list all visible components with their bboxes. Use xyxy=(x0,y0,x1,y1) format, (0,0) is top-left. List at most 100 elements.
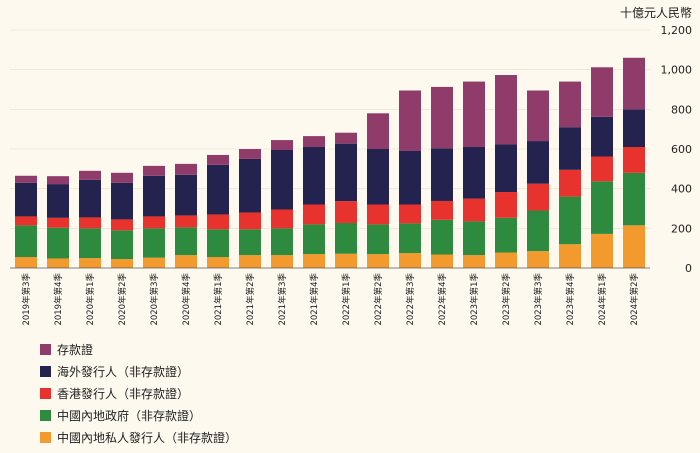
bar-segment-series-3 xyxy=(431,148,453,201)
bar-segment-series-3 xyxy=(591,116,613,157)
bar-segment-series-0 xyxy=(463,255,485,268)
bar-segment-series-4 xyxy=(143,165,165,176)
bar-segment-series-3 xyxy=(527,141,549,184)
bar-segment-series-2 xyxy=(111,219,133,231)
bar-segment-series-0 xyxy=(527,251,549,268)
bar-segment-series-2 xyxy=(591,156,613,182)
bar-segment-series-0 xyxy=(367,254,389,268)
bar-segment-series-3 xyxy=(463,147,485,199)
bar-segment-series-1 xyxy=(367,224,389,255)
bar-segment-series-0 xyxy=(143,257,165,268)
x-tick-label: 2021年第2季 xyxy=(245,273,256,326)
bar-stack xyxy=(175,163,197,268)
bar-segment-series-0 xyxy=(15,257,37,268)
bar-segment-series-1 xyxy=(271,228,293,256)
x-tick-label: 2021年第3季 xyxy=(277,273,288,326)
bar-segment-series-0 xyxy=(47,258,69,268)
x-tick-label: 2020年第4季 xyxy=(181,273,192,326)
bar-segment-series-3 xyxy=(335,143,357,202)
bar-segment-series-3 xyxy=(143,175,165,217)
x-tick-label: 2023年第2季 xyxy=(501,273,512,326)
bar-segment-series-2 xyxy=(271,209,293,229)
legend: 存款證 海外發行人（非存款證） 香港發行人（非存款證） 中國內地政府（非存款證） 中國內… xyxy=(40,338,237,448)
bar-segment-series-0 xyxy=(207,257,229,268)
x-tick-label: 2019年第4季 xyxy=(53,273,64,326)
gridlines xyxy=(10,29,650,229)
x-tick-label: 2023年第1季 xyxy=(469,273,480,326)
bar-segment-series-2 xyxy=(367,204,389,225)
unit-label: 十億元人民幣 xyxy=(620,6,692,20)
x-tick-label: 2024年第2季 xyxy=(629,273,640,326)
legend-item: 香港發行人（非存款證） xyxy=(40,382,237,404)
bar-segment-series-3 xyxy=(559,127,581,170)
bar-segment-series-0 xyxy=(335,253,357,268)
legend-item: 中國內地私人發行人（非存款證） xyxy=(40,426,237,448)
x-tick-label: 2020年第3季 xyxy=(149,273,160,326)
legend-label: 海外發行人（非存款證） xyxy=(57,364,190,379)
bar-stack xyxy=(591,67,613,268)
x-tick-label: 2022年第3季 xyxy=(405,273,416,326)
bar-segment-series-4 xyxy=(15,175,37,183)
bar-segment-series-3 xyxy=(15,182,37,217)
bar-segment-series-4 xyxy=(207,154,229,165)
bar-segment-series-3 xyxy=(399,150,421,205)
bar-segment-series-4 xyxy=(79,170,101,180)
bar-segment-series-3 xyxy=(623,109,645,148)
bar-segment-series-0 xyxy=(431,254,453,268)
bar-segment-series-1 xyxy=(591,181,613,234)
bar-segment-series-1 xyxy=(239,229,261,256)
bar-stack xyxy=(623,57,645,268)
bar-segment-series-4 xyxy=(463,81,485,148)
bar-stack xyxy=(271,140,293,268)
bar-segment-series-2 xyxy=(431,200,453,220)
bar-segment-series-4 xyxy=(591,67,613,117)
bar-segment-series-4 xyxy=(559,81,581,128)
bar-segment-series-0 xyxy=(79,258,101,268)
bar-segment-series-3 xyxy=(175,174,197,216)
bar-stack xyxy=(79,170,101,268)
x-axis-tick-labels: 2019年第3季 2019年第4季 2020年第1季 2020年第2季 2020年第3季… xyxy=(21,273,640,326)
bar-segment-series-4 xyxy=(367,113,389,149)
bar-segment-series-1 xyxy=(79,228,101,259)
bar-segment-series-3 xyxy=(47,184,69,218)
legend-label: 存款證 xyxy=(57,342,94,357)
bar-stack xyxy=(463,81,485,268)
bar-segment-series-1 xyxy=(335,222,357,254)
x-tick-label: 2023年第4季 xyxy=(565,273,576,326)
bar-segment-series-2 xyxy=(143,216,165,229)
y-tick-label: 600 xyxy=(671,143,692,156)
bar-segment-series-4 xyxy=(335,132,357,144)
bar-segment-series-3 xyxy=(207,164,229,215)
legend-label: 中國內地私人發行人（非存款證） xyxy=(57,430,238,445)
bar-segment-series-3 xyxy=(79,179,101,218)
bar-segment-series-1 xyxy=(431,219,453,255)
bar-segment-series-2 xyxy=(559,169,581,197)
bar-segment-series-1 xyxy=(303,224,325,255)
bar-segment-series-2 xyxy=(399,204,421,224)
bar-segment-series-4 xyxy=(239,149,261,159)
bar-stack xyxy=(111,172,133,268)
bar-stack xyxy=(399,90,421,268)
bar-stack xyxy=(143,165,165,268)
bar-segment-series-1 xyxy=(207,229,229,258)
bar-segment-series-1 xyxy=(559,196,581,245)
y-tick-label: 1,200 xyxy=(661,24,693,37)
bar-segment-series-1 xyxy=(495,217,517,253)
y-tick-label: 400 xyxy=(671,183,692,196)
bar-segment-series-2 xyxy=(335,201,357,223)
bar-segment-series-2 xyxy=(207,214,229,230)
bar-segment-series-4 xyxy=(527,90,549,142)
legend-swatch xyxy=(40,387,51,399)
bar-stack xyxy=(207,154,229,268)
bar-segment-series-1 xyxy=(143,228,165,258)
bar-segment-series-4 xyxy=(271,140,293,150)
bar-segment-series-2 xyxy=(79,217,101,229)
bar-stack xyxy=(431,86,453,268)
bar-segment-series-0 xyxy=(239,255,261,268)
legend-swatch xyxy=(40,409,51,421)
bar-segment-series-0 xyxy=(271,255,293,268)
y-tick-label: 0 xyxy=(685,262,692,275)
bar-segment-series-1 xyxy=(527,210,549,252)
legend-item: 海外發行人（非存款證） xyxy=(40,360,237,382)
